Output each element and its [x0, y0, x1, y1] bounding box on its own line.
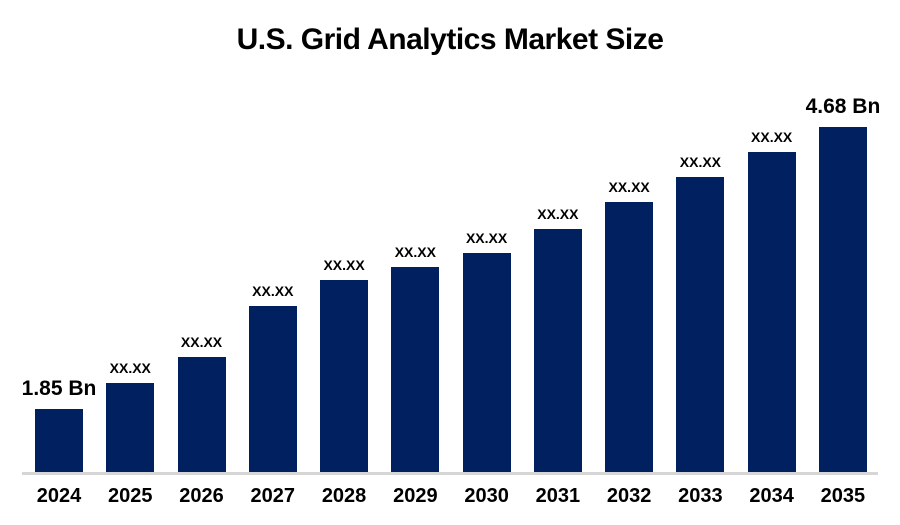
bar-2030	[462, 253, 511, 473]
bar-column-2024: 1.85 Bn	[22, 377, 96, 473]
x-tick-2029: 2029	[393, 485, 438, 507]
bar-value-label-2032: XX.XX	[608, 178, 650, 195]
bar-column-2028: XX.XX	[320, 256, 369, 473]
bar-2028	[320, 280, 369, 473]
bar-column-2026: XX.XX	[177, 333, 226, 473]
x-axis-line	[22, 472, 878, 475]
bar-column-2030: XX.XX	[462, 229, 511, 473]
bar-value-label-2034: XX.XX	[751, 128, 793, 145]
bar-value-label-2024: 1.85 Bn	[21, 376, 97, 400]
bar-column-2025: XX.XX	[106, 359, 155, 473]
x-tick-2030: 2030	[464, 485, 509, 507]
bar-2027	[248, 306, 297, 473]
x-tick-2026: 2026	[179, 485, 224, 507]
x-tick-2025: 2025	[108, 485, 153, 507]
bar-column-2032: XX.XX	[605, 178, 654, 473]
bar-column-2034: XX.XX	[747, 128, 796, 473]
bar-column-2035: 4.68 Bn	[806, 95, 880, 473]
x-tick-2028: 2028	[321, 485, 367, 507]
x-axis-labels: 2024 2025 2026 2027 2028 2029 2030 2031 2032 2033…	[35, 485, 867, 508]
plot-area: 1.85 Bn XX.XX XX.XX XX.XX XX.XX XX.XX XX.XX XX.…	[22, 83, 880, 473]
x-tick-2035: 2035	[820, 485, 866, 507]
bar-2035	[818, 127, 867, 473]
bar-2034	[747, 152, 796, 473]
bar-2029	[391, 267, 440, 473]
bar-value-label-2025: XX.XX	[109, 359, 151, 376]
x-tick-2024: 2024	[36, 485, 82, 507]
bar-value-label-2033: XX.XX	[679, 153, 722, 170]
x-tick-2032: 2032	[606, 485, 652, 507]
bar-value-label-2028: XX.XX	[323, 256, 365, 273]
bar-column-2031: XX.XX	[533, 205, 582, 473]
bar-value-label-2026: XX.XX	[180, 333, 223, 350]
bar-column-2029: XX.XX	[391, 243, 440, 473]
x-tick-2034: 2034	[749, 485, 794, 507]
bar-2026	[177, 357, 226, 473]
bar-value-label-2035: 4.68 Bn	[805, 94, 881, 118]
bar-value-label-2029: XX.XX	[394, 243, 436, 260]
bar-column-2027: XX.XX	[248, 282, 297, 473]
bar-2033	[676, 177, 725, 473]
bar-2025	[106, 383, 155, 473]
bar-value-label-2030: XX.XX	[465, 229, 508, 246]
bar-2031	[533, 229, 582, 473]
bar-value-label-2027: XX.XX	[252, 282, 294, 299]
bar-2032	[605, 202, 654, 473]
bar-2024	[35, 409, 83, 473]
x-tick-2027: 2027	[250, 485, 296, 507]
x-tick-2033: 2033	[678, 485, 723, 507]
x-tick-2031: 2031	[535, 485, 581, 507]
bar-value-label-2031: XX.XX	[537, 205, 579, 222]
chart-title: U.S. Grid Analytics Market Size	[236, 23, 664, 56]
bar-column-2033: XX.XX	[676, 153, 725, 473]
